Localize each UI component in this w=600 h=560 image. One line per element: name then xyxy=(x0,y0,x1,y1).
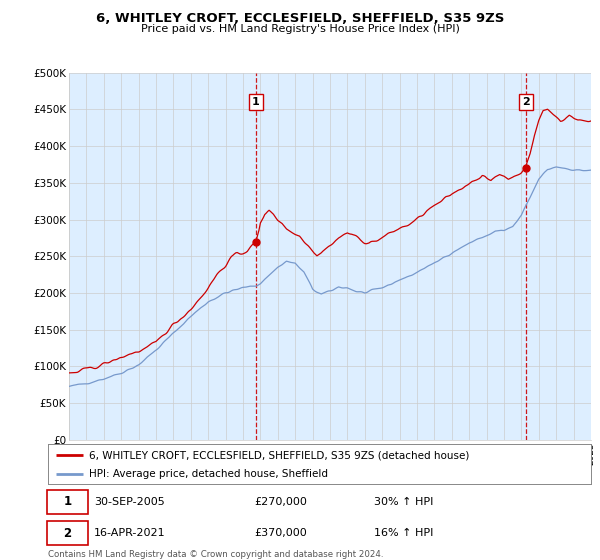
Text: 6, WHITLEY CROFT, ECCLESFIELD, SHEFFIELD, S35 9ZS (detached house): 6, WHITLEY CROFT, ECCLESFIELD, SHEFFIELD… xyxy=(89,450,469,460)
Text: 2: 2 xyxy=(522,97,530,107)
Text: HPI: Average price, detached house, Sheffield: HPI: Average price, detached house, Shef… xyxy=(89,469,328,479)
FancyBboxPatch shape xyxy=(47,490,88,514)
Text: 1: 1 xyxy=(63,496,71,508)
Text: 2: 2 xyxy=(63,526,71,540)
Text: Contains HM Land Registry data © Crown copyright and database right 2024.
This d: Contains HM Land Registry data © Crown c… xyxy=(48,550,383,560)
FancyBboxPatch shape xyxy=(47,521,88,545)
Text: 30-SEP-2005: 30-SEP-2005 xyxy=(94,497,165,507)
Text: 16-APR-2021: 16-APR-2021 xyxy=(94,528,166,538)
Text: £270,000: £270,000 xyxy=(254,497,307,507)
Text: 30% ↑ HPI: 30% ↑ HPI xyxy=(374,497,433,507)
Text: 6, WHITLEY CROFT, ECCLESFIELD, SHEFFIELD, S35 9ZS: 6, WHITLEY CROFT, ECCLESFIELD, SHEFFIELD… xyxy=(96,12,504,25)
Text: 16% ↑ HPI: 16% ↑ HPI xyxy=(374,528,433,538)
Text: Price paid vs. HM Land Registry's House Price Index (HPI): Price paid vs. HM Land Registry's House … xyxy=(140,24,460,34)
Text: £370,000: £370,000 xyxy=(254,528,307,538)
Text: 1: 1 xyxy=(252,97,260,107)
